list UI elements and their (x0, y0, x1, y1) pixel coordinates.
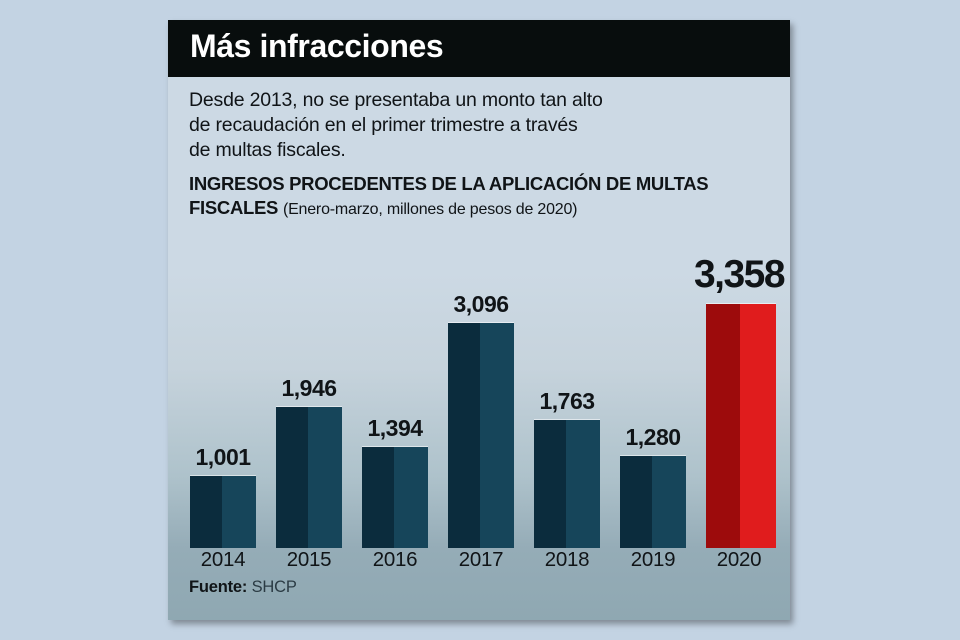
bar-2019[interactable] (620, 455, 686, 548)
page-title: Más infracciones (190, 28, 444, 64)
x-axis-label-2014: 2014 (200, 548, 246, 571)
measure-heading-text: INGRESOS PROCEDENTES DE LA APLICACIÓN DE… (189, 173, 709, 218)
bar-value-label: 1,001 (195, 444, 251, 470)
deck-line-3: de multas fiscales. (189, 139, 346, 161)
bar-shade-dark (362, 447, 394, 548)
measure-unit: (Enero-marzo, millones de pesos de 2020) (282, 201, 578, 218)
measure-heading: INGRESOS PROCEDENTES DE LA APLICACIÓN DE… (189, 172, 779, 222)
bar-shade-light (739, 304, 776, 548)
x-axis-label-2018: 2018 (544, 548, 590, 571)
bar-shade-dark (534, 420, 566, 548)
deck-text: Desde 2013, no se presentaba un monto ta… (189, 88, 769, 163)
source-label: Fuente: (189, 578, 248, 596)
infographic-panel: Más infracciones Desde 2013, no se prese… (168, 20, 790, 620)
bar-value-label: 1,946 (281, 375, 337, 401)
bar-shade-dark (276, 407, 308, 548)
x-axis-label-2016: 2016 (372, 548, 418, 571)
bar-value-label: 1,280 (625, 424, 681, 450)
bar-value-label: 1,394 (367, 415, 423, 441)
bar-shade-dark (620, 456, 652, 548)
bar-shade-dark (706, 304, 740, 548)
bar-2020[interactable] (706, 303, 776, 548)
bar-chart: 1,001 1,946 1,394 3,096 1,763 1,280 3,358 (168, 230, 790, 548)
deck-line-1: Desde 2013, no se presentaba un monto ta… (189, 89, 603, 111)
bar-value-label: 3,096 (453, 291, 509, 317)
x-axis-label-2019: 2019 (630, 548, 676, 571)
bar-value-label: 3,358 (693, 253, 786, 296)
bar-2015[interactable] (276, 406, 342, 548)
x-axis-labels: 2014 2015 2016 2017 2018 2019 2020 (168, 548, 790, 578)
bar-shade-light (651, 456, 686, 548)
x-axis-label-2015: 2015 (286, 548, 332, 571)
source-note: Fuente: SHCP (189, 578, 297, 597)
title-bar: Más infracciones (168, 20, 790, 77)
deck-line-2: de recaudación en el primer trimestre a … (189, 114, 578, 136)
bar-shade-light (307, 407, 342, 548)
bar-2017[interactable] (448, 322, 514, 548)
bar-2018[interactable] (534, 419, 600, 548)
source-value: SHCP (251, 578, 297, 596)
bar-2014[interactable] (190, 475, 256, 548)
bar-value-label: 1,763 (539, 388, 595, 414)
bar-shade-dark (190, 476, 222, 548)
bar-shade-light (479, 323, 514, 548)
bar-shade-light (221, 476, 256, 548)
bar-2016[interactable] (362, 446, 428, 548)
x-axis-label-2020: 2020 (716, 548, 762, 571)
x-axis-label-2017: 2017 (458, 548, 504, 571)
bar-shade-light (393, 447, 428, 548)
bar-shade-dark (448, 323, 480, 548)
bar-shade-light (565, 420, 600, 548)
